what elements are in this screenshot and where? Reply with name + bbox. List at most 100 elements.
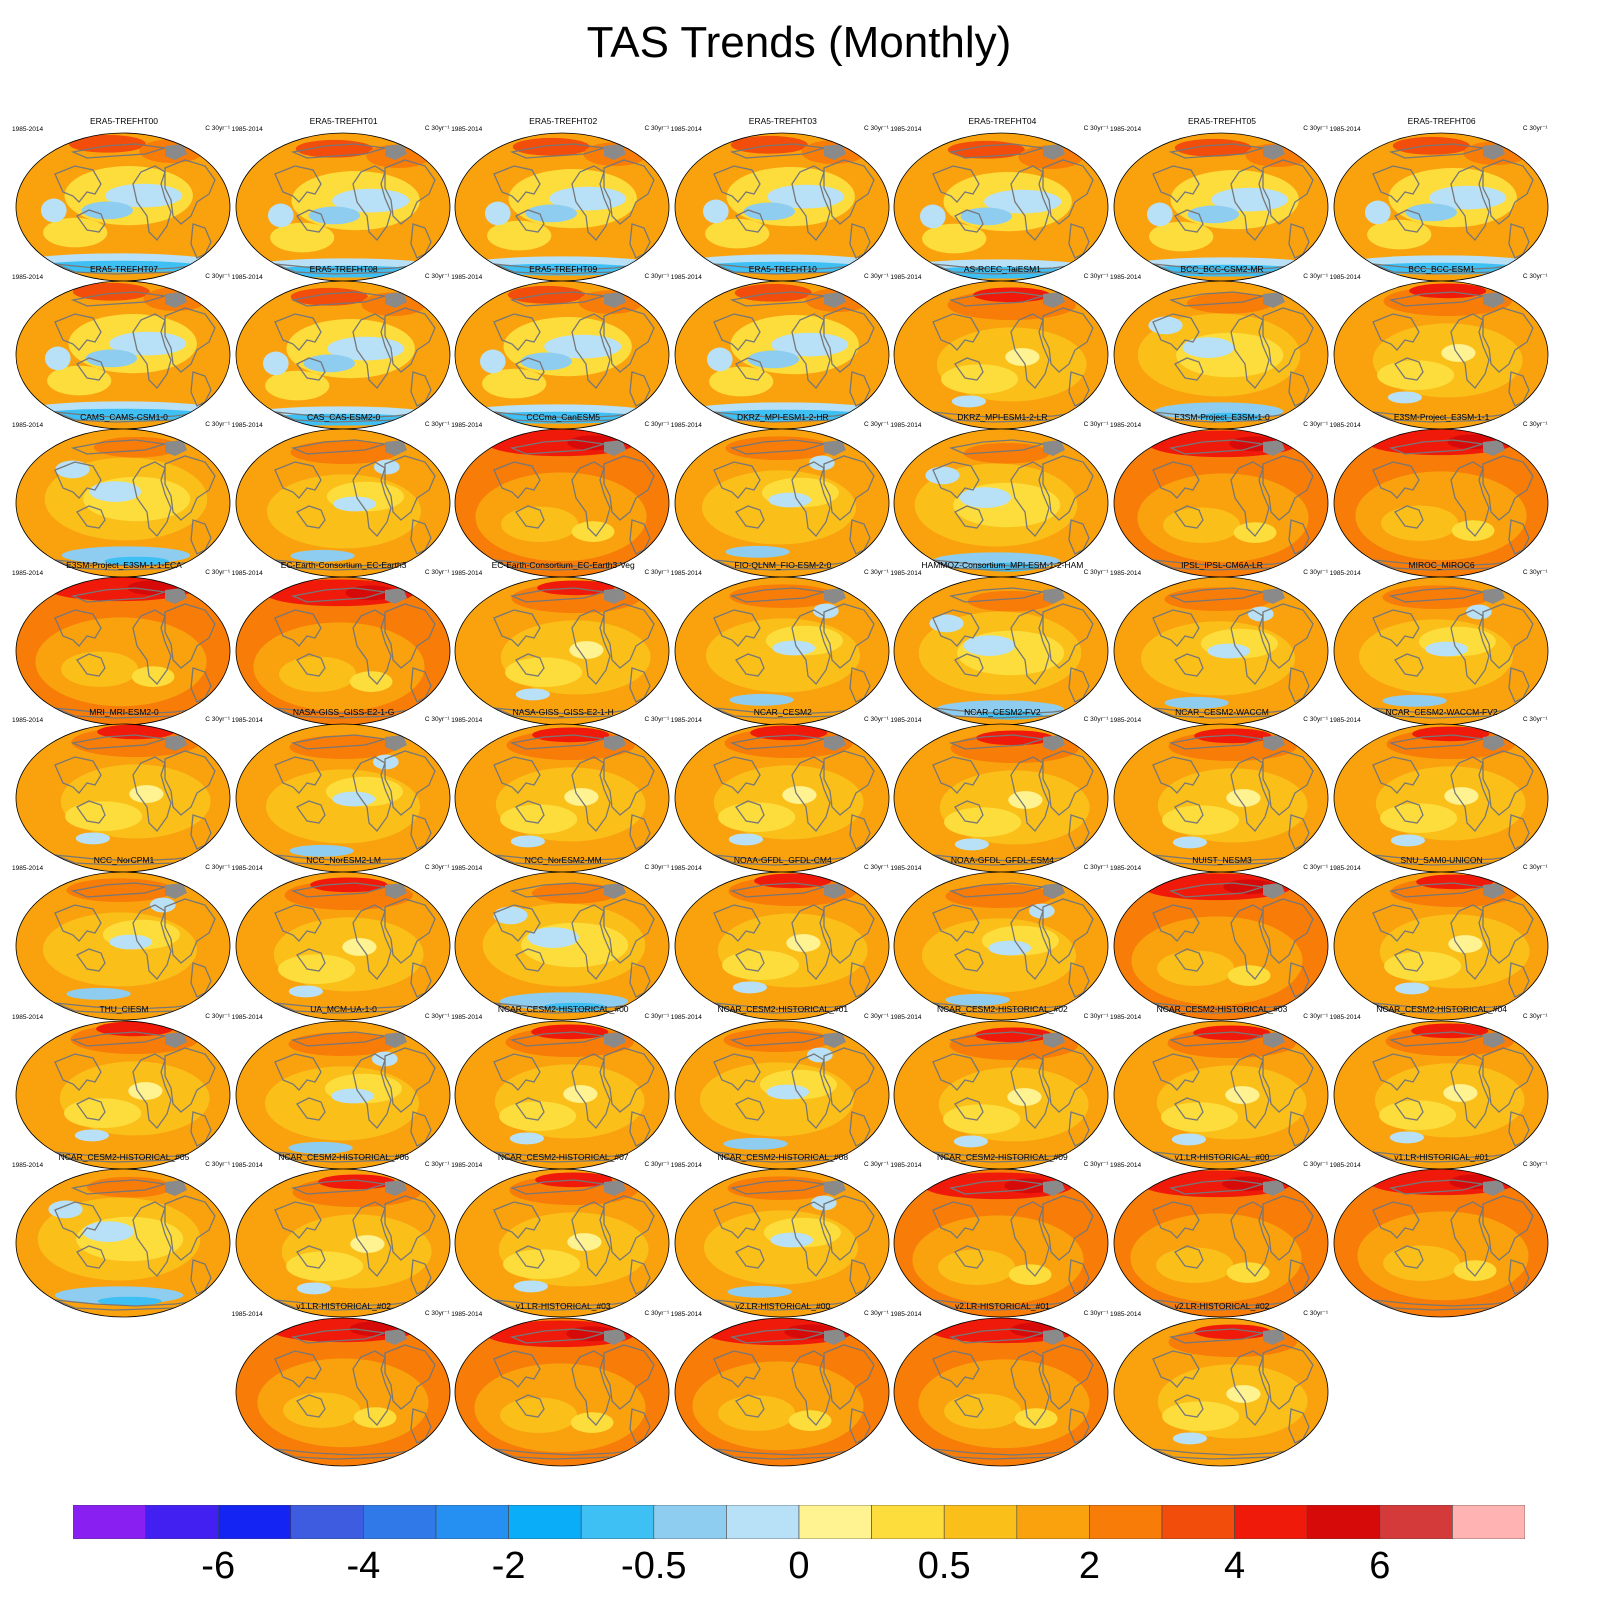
panel-units: C 30yr⁻¹ xyxy=(644,421,670,428)
trend-map xyxy=(674,132,890,282)
panel-period: 1985-2014 xyxy=(890,865,922,872)
panel-period: 1985-2014 xyxy=(12,274,44,281)
panel-title: NASA-GISS_GISS-E2-1-H xyxy=(512,707,614,717)
trend-map xyxy=(674,280,890,430)
map-panel: IPSL_IPSL-CM6A-LR 1985-2014 C 30yr⁻¹ xyxy=(1110,560,1334,726)
panel-period: 1985-2014 xyxy=(1329,717,1361,724)
panel-title: NCC_NorESM2-MM xyxy=(524,855,602,865)
trend-map xyxy=(1113,1168,1329,1318)
panel-units: C 30yr⁻¹ xyxy=(1083,421,1109,428)
panel-title: HAMMOZ-Consortium_MPI-ESM-1-2-HAM xyxy=(921,560,1084,570)
panel-units: C 30yr⁻¹ xyxy=(1083,273,1109,280)
panel-units: C 30yr⁻¹ xyxy=(424,125,450,132)
panel-title: NCC_NorESM2-LM xyxy=(306,855,381,865)
trend-map xyxy=(893,1317,1109,1467)
panel-title: SNU_SAM0-UNICON xyxy=(1400,855,1483,865)
panel-title: NCAR_CESM2 xyxy=(753,707,812,717)
panel-period: 1985-2014 xyxy=(670,274,702,281)
panel-units: C 30yr⁻¹ xyxy=(1522,273,1548,280)
trend-map xyxy=(893,723,1109,873)
trend-map xyxy=(674,1168,890,1318)
panel-period: 1985-2014 xyxy=(451,570,483,577)
panel-period: 1985-2014 xyxy=(231,865,263,872)
trend-map xyxy=(235,723,450,873)
panel-period: 1985-2014 xyxy=(12,126,44,133)
panel-title: CAMS_CAMS-CSM1-0 xyxy=(80,412,168,422)
panel-units: C 30yr⁻¹ xyxy=(864,569,889,576)
panel-title: NCAR_CESM2-FV2 xyxy=(964,707,1041,717)
panel-period: 1985-2014 xyxy=(670,1014,702,1021)
trend-map xyxy=(1113,576,1329,726)
trend-map xyxy=(1333,428,1548,578)
panel-units: C 30yr⁻¹ xyxy=(1303,421,1328,428)
panel-period: 1985-2014 xyxy=(1110,422,1142,429)
panel-title: v1.LR-HISTORICAL_#01 xyxy=(1394,1152,1489,1162)
panel-title: v2.LR-HISTORICAL_#02 xyxy=(1174,1301,1270,1311)
trend-map xyxy=(15,871,231,1021)
map-panel: v2.LR-HISTORICAL_#01 1985-2014 C 30yr⁻¹ xyxy=(890,1301,1114,1467)
panel-period: 1985-2014 xyxy=(451,126,483,133)
panel-period: 1985-2014 xyxy=(670,1311,702,1318)
panel-units: C 30yr⁻¹ xyxy=(644,716,670,723)
map-panel: NASA-GISS_GISS-E2-1-H 1985-2014 C 30yr⁻¹ xyxy=(451,707,675,873)
trend-map xyxy=(15,280,231,430)
panel-units: C 30yr⁻¹ xyxy=(864,1161,889,1168)
trend-map xyxy=(15,576,231,726)
trend-map xyxy=(893,1168,1109,1318)
panel-title: NASA-GISS_GISS-E2-1-G xyxy=(292,707,395,717)
panel-period: 1985-2014 xyxy=(890,1162,922,1169)
trend-map xyxy=(674,871,890,1021)
panel-period: 1985-2014 xyxy=(231,1162,263,1169)
panel-title: NCAR_CESM2-WACCM-FV2 xyxy=(1385,707,1498,717)
panel-title: E3SM-Project_E3SM-1-0 xyxy=(1174,412,1270,422)
panel-units: C 30yr⁻¹ xyxy=(1522,421,1548,428)
trend-map xyxy=(674,1317,890,1467)
panel-units: C 30yr⁻¹ xyxy=(205,864,230,871)
trend-map xyxy=(15,132,231,282)
trend-map xyxy=(454,723,670,873)
panel-period: 1985-2014 xyxy=(1110,1014,1142,1021)
trend-map xyxy=(1113,871,1329,1021)
panel-units: C 30yr⁻¹ xyxy=(864,1013,889,1020)
colorbar-tick-label: 0 xyxy=(788,1545,810,1587)
map-panel: ERA5-TREFHT07 1985-2014 C 30yr⁻¹ xyxy=(12,264,236,430)
panel-period: 1985-2014 xyxy=(451,865,483,872)
panel-period: 1985-2014 xyxy=(451,274,483,281)
panel-title: ERA5-TREFHT02 xyxy=(529,116,598,126)
panel-title: ERA5-TREFHT05 xyxy=(1187,116,1256,126)
panel-period: 1985-2014 xyxy=(890,422,922,429)
trend-map xyxy=(1333,723,1548,873)
panel-units: C 30yr⁻¹ xyxy=(644,273,670,280)
colorbar-swatch xyxy=(217,1505,292,1539)
panel-units: C 30yr⁻¹ xyxy=(1083,125,1109,132)
map-panel: E3SM-Project_E3SM-1-0 1985-2014 C 30yr⁻¹ xyxy=(1110,412,1334,578)
panel-period: 1985-2014 xyxy=(451,1311,483,1318)
trend-map xyxy=(235,428,450,578)
panel-units: C 30yr⁻¹ xyxy=(644,569,670,576)
trend-map xyxy=(893,132,1109,282)
map-panel: ERA5-TREFHT10 1985-2014 C 30yr⁻¹ xyxy=(670,264,895,430)
map-panel: NCAR_CESM2-HISTORICAL_#02 1985-2014 C 30yr… xyxy=(890,1004,1114,1170)
map-panel: EC-Earth-Consortium_EC-Earth3 1985-2014 C … xyxy=(232,560,456,726)
panel-units: C 30yr⁻¹ xyxy=(864,273,889,280)
panel-period: 1985-2014 xyxy=(890,274,922,281)
panel-period: 1985-2014 xyxy=(12,865,44,872)
panel-title: EC-Earth-Consortium_EC-Earth3 xyxy=(280,560,407,570)
panel-title: NOAA-GFDL_GFDL-ESM4 xyxy=(950,855,1054,865)
panel-title: MIROC_MIROC6 xyxy=(1408,560,1475,570)
map-panel: EC-Earth-Consortium_EC-Earth3-Veg 1985-20… xyxy=(451,560,675,726)
map-panel: v2.LR-HISTORICAL_#00 1985-2014 C 30yr⁻¹ xyxy=(670,1301,895,1467)
panel-units: C 30yr⁻¹ xyxy=(424,1161,450,1168)
colorbar-swatch xyxy=(435,1505,509,1539)
trend-map xyxy=(1113,1317,1329,1467)
map-panel: v1.LR-HISTORICAL_#00 1985-2014 C 30yr⁻¹ xyxy=(1110,1152,1334,1318)
panel-period: 1985-2014 xyxy=(670,570,702,577)
panel-period: 1985-2014 xyxy=(1110,126,1142,133)
map-panel: ERA5-TREFHT01 1985-2014 C 30yr⁻¹ xyxy=(232,116,456,282)
panel-units: C 30yr⁻¹ xyxy=(1303,716,1328,723)
trend-map xyxy=(235,871,450,1021)
map-panel: THU_CIESM 1985-2014 C 30yr⁻¹ xyxy=(12,1004,236,1170)
map-panel: v1.LR-HISTORICAL_#01 1985-2014 C 30yr⁻¹ xyxy=(1330,1152,1554,1318)
panel-period: 1985-2014 xyxy=(1110,274,1142,281)
panel-title: E3SM-Project_E3SM-1-1-ECA xyxy=(66,560,182,570)
